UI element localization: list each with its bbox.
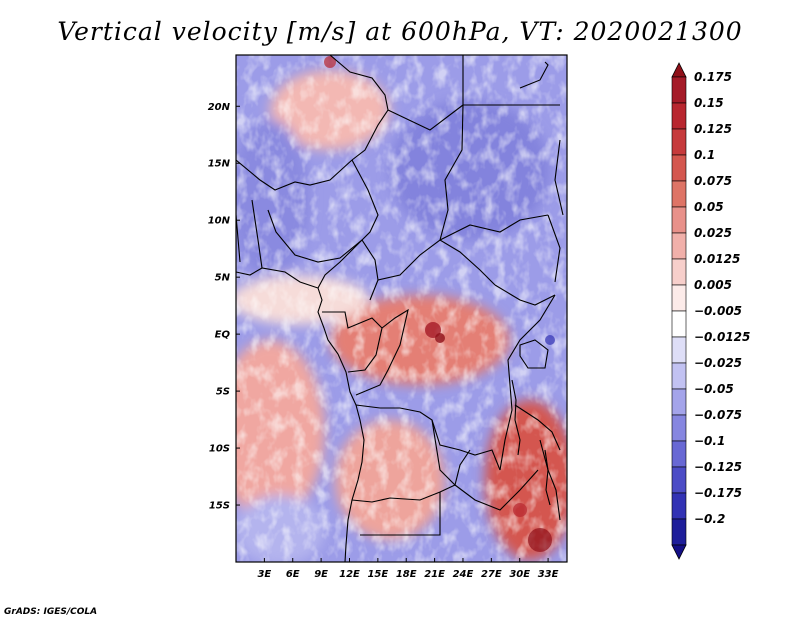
hotspot-east-1 — [528, 528, 552, 552]
colorbar-cell — [671, 232, 687, 260]
colorbar-label: 0.075 — [694, 174, 732, 188]
border-nigeria — [267, 209, 363, 263]
colorbar-cell — [671, 492, 687, 520]
colorbar-label: 0.0125 — [694, 252, 740, 266]
x-tick-label: 18E — [396, 569, 417, 580]
colorbar-bottom-triangle — [671, 544, 687, 560]
colorbar-cell — [671, 180, 687, 208]
x-tick-label: 33E — [538, 569, 559, 580]
lake-tanganyika — [511, 379, 521, 456]
border-congo-gabon — [322, 311, 383, 373]
border-drc-east — [499, 294, 556, 471]
y-tick-label: 20N — [208, 102, 231, 113]
y-tick-label: 10N — [208, 216, 231, 227]
lake-victoria — [519, 339, 549, 369]
x-tick-label: 30E — [509, 569, 530, 580]
colorbar-label: −0.025 — [694, 356, 742, 370]
y-tick-label: EQ — [215, 330, 231, 341]
border-benin-togo — [236, 199, 263, 269]
border-ethiopia — [547, 214, 561, 283]
y-tick-label: 5S — [216, 387, 230, 398]
y-axis: 20N 15N 10N 5N EQ 5S 10S 15S — [208, 102, 240, 512]
colorbar-cell — [671, 310, 687, 338]
colorbar-label: −0.05 — [694, 382, 734, 396]
chart-title: Vertical velocity [m/s] at 600hPa, VT: 2… — [57, 17, 742, 46]
colorbar-cell — [671, 206, 687, 234]
hotspot-north — [324, 56, 336, 68]
colorbar: 0.175 0.15 0.125 0.1 0.075 0.05 0.025 0.0125 0.0… — [671, 62, 750, 560]
x-tick-label: 9E — [314, 569, 328, 580]
border-south-sudan-drc — [494, 284, 556, 306]
colorbar-label: −0.005 — [694, 304, 742, 318]
y-tick-label: 5N — [215, 273, 231, 284]
colorbar-cell — [671, 102, 687, 130]
border-chad-sudan — [439, 104, 464, 241]
colorbar-label: −0.1 — [694, 434, 725, 448]
border-mali-niger — [236, 159, 353, 191]
border-malawi — [539, 439, 561, 521]
colorbar-cell — [671, 128, 687, 156]
colorbar-label: 0.175 — [694, 70, 732, 84]
colorbar-cell — [671, 414, 687, 442]
hotspot-kenya — [545, 335, 555, 345]
border-niger-chad — [351, 159, 379, 241]
colorbar-cell — [671, 518, 687, 546]
colorbar-cell — [671, 154, 687, 182]
hotspots — [324, 56, 555, 552]
colorbar-cell — [671, 284, 687, 312]
colorbar-label: 0.005 — [694, 278, 732, 292]
colorbar-label: 0.125 — [694, 122, 732, 136]
hotspot-congo-2 — [435, 333, 445, 343]
colorbar-top-triangle — [671, 62, 687, 78]
x-tick-label: 6E — [286, 569, 300, 580]
credit-text: GrADS: IGES/COLA — [4, 607, 97, 617]
country-borders — [236, 55, 564, 562]
coastline-southwest-africa — [344, 404, 365, 562]
x-tick-label: 3E — [257, 569, 271, 580]
y-tick-label: 15S — [209, 501, 230, 512]
x-tick-label: 15E — [367, 569, 388, 580]
colorbar-label: 0.15 — [694, 96, 724, 110]
border-tanzania — [514, 404, 561, 451]
colorbar-label: 0.025 — [694, 226, 732, 240]
border-algeria-libya — [329, 55, 389, 161]
colorbar-label: 0.1 — [694, 148, 715, 162]
eastern-border-sahara — [554, 139, 564, 216]
border-drc-congo — [355, 308, 409, 396]
hotspot-east-2 — [513, 503, 527, 517]
colorbar-cell — [671, 336, 687, 364]
colorbar-cell — [671, 388, 687, 416]
x-tick-label: 27E — [481, 569, 502, 580]
border-zambia-zimbabwe — [454, 469, 539, 511]
border-sudan-south-sudan — [439, 214, 549, 241]
map-plot — [236, 55, 567, 562]
colorbar-cell — [671, 76, 687, 104]
plot-frame — [235, 54, 568, 563]
nile-delta-coast — [519, 61, 549, 89]
y-tick-label: 10S — [209, 444, 230, 455]
x-tick-label: 12E — [339, 569, 360, 580]
border-libya-chad — [387, 104, 464, 131]
colorbar-cell — [671, 362, 687, 390]
x-tick-label: 21E — [424, 569, 445, 580]
colorbar-label: −0.125 — [694, 460, 742, 474]
colorbar-label: −0.075 — [694, 408, 742, 422]
colorbar-cell — [671, 258, 687, 286]
colorbar-cell — [671, 440, 687, 468]
lake-malawi — [544, 449, 551, 506]
coastline-west-africa — [236, 267, 357, 406]
texture-white — [236, 55, 567, 562]
y-tick-label: 15N — [208, 159, 231, 170]
colorbar-label: 0.05 — [694, 200, 724, 214]
x-tick-label: 24E — [453, 569, 474, 580]
colorbar-label: −0.2 — [694, 512, 725, 526]
border-drc-angola — [355, 404, 501, 471]
border-angola-namibia — [351, 484, 456, 503]
border-botswana — [360, 492, 441, 536]
colorbar-label: −0.0125 — [694, 330, 750, 344]
x-axis: 3E 6E 9E 12E 15E 18E 21E 24E 27E 30E 33E — [257, 558, 559, 580]
colorbar-label: −0.175 — [694, 486, 742, 500]
colorbar-cell — [671, 466, 687, 494]
